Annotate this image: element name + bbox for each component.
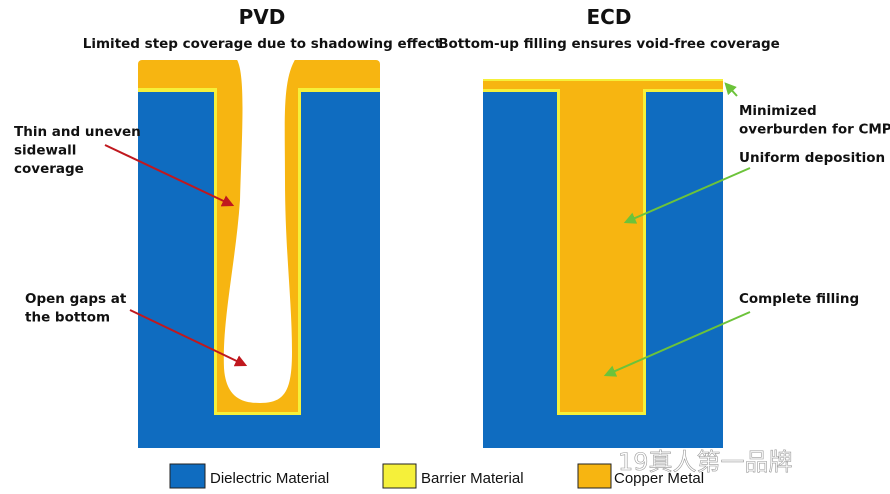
annotation: overburden for CMP	[739, 122, 890, 138]
annotation: Open gaps at	[25, 291, 127, 307]
annotation: coverage	[14, 161, 84, 177]
legend-swatch	[382, 463, 417, 489]
annotation: sidewall	[14, 143, 76, 159]
legend-swatch	[169, 463, 206, 489]
annotation: Thin and uneven	[14, 124, 141, 140]
legend-label: Dielectric Material	[210, 470, 329, 487]
ecd-structure	[483, 79, 723, 448]
panel-subtitle: Limited step coverage due to shadowing e…	[83, 36, 442, 52]
arrow	[129, 309, 248, 367]
arrow	[603, 311, 751, 377]
arrow	[104, 144, 235, 207]
arrow	[623, 167, 751, 224]
panel-title: PVD	[239, 5, 286, 29]
legend-label: Copper Metal	[614, 470, 704, 487]
pvd-structure	[138, 58, 380, 448]
legend-label: Barrier Material	[421, 470, 524, 487]
legend-swatch	[577, 463, 612, 489]
annotation: Minimized	[739, 103, 817, 119]
panel-title: ECD	[587, 5, 632, 29]
watermark: 19真人第一品牌	[618, 448, 793, 476]
panel-subtitle: Bottom-up filling ensures void-free cove…	[438, 36, 780, 52]
annotation: Uniform deposition	[739, 150, 885, 166]
annotations: Thin and uneven sidewall coverage Open gaps…	[14, 103, 890, 326]
arrow	[724, 82, 738, 97]
annotation: the bottom	[25, 310, 110, 326]
annotation: Complete filling	[739, 291, 859, 307]
